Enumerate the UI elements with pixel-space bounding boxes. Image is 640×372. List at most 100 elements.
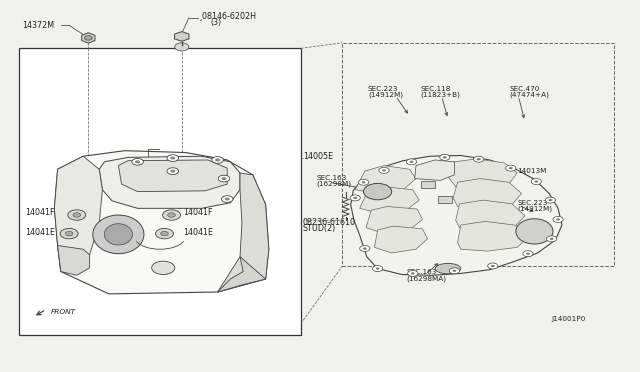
Polygon shape bbox=[118, 160, 227, 192]
Polygon shape bbox=[104, 224, 132, 245]
Circle shape bbox=[68, 210, 86, 220]
Circle shape bbox=[363, 247, 367, 250]
Circle shape bbox=[488, 263, 498, 269]
Circle shape bbox=[410, 161, 413, 163]
Circle shape bbox=[350, 195, 360, 201]
Circle shape bbox=[132, 158, 143, 165]
Circle shape bbox=[406, 159, 417, 165]
Polygon shape bbox=[415, 160, 454, 180]
Text: FRONT: FRONT bbox=[51, 310, 76, 315]
Text: (3): (3) bbox=[210, 18, 221, 27]
Bar bbox=[421, 181, 435, 188]
Text: 08236-61610: 08236-61610 bbox=[303, 218, 356, 227]
Circle shape bbox=[170, 157, 175, 160]
Circle shape bbox=[534, 180, 538, 183]
Circle shape bbox=[509, 167, 513, 169]
Circle shape bbox=[167, 168, 179, 174]
Polygon shape bbox=[218, 173, 269, 292]
Polygon shape bbox=[54, 151, 269, 294]
Circle shape bbox=[65, 231, 73, 236]
Bar bbox=[438, 196, 452, 203]
Polygon shape bbox=[351, 155, 562, 275]
Circle shape bbox=[449, 268, 460, 274]
Polygon shape bbox=[456, 200, 525, 230]
Bar bbox=[342, 43, 614, 266]
Circle shape bbox=[411, 272, 415, 275]
Circle shape bbox=[376, 267, 380, 270]
Text: (16298MA): (16298MA) bbox=[406, 275, 447, 282]
Circle shape bbox=[175, 43, 189, 51]
Circle shape bbox=[218, 175, 230, 182]
Circle shape bbox=[491, 265, 495, 267]
Circle shape bbox=[408, 270, 418, 276]
Circle shape bbox=[212, 157, 223, 163]
Polygon shape bbox=[82, 33, 95, 43]
Circle shape bbox=[360, 246, 370, 251]
Circle shape bbox=[161, 231, 168, 236]
Circle shape bbox=[548, 199, 552, 201]
Text: 14041E: 14041E bbox=[26, 228, 56, 237]
Text: STUD(2): STUD(2) bbox=[303, 224, 336, 233]
Text: (11823+B): (11823+B) bbox=[420, 92, 460, 98]
Circle shape bbox=[73, 213, 81, 217]
Text: SEC.163: SEC.163 bbox=[406, 269, 436, 275]
Polygon shape bbox=[366, 206, 422, 234]
Polygon shape bbox=[458, 221, 528, 251]
Polygon shape bbox=[355, 166, 416, 194]
Circle shape bbox=[168, 213, 175, 217]
Circle shape bbox=[60, 228, 78, 239]
Circle shape bbox=[531, 179, 541, 185]
Circle shape bbox=[477, 158, 481, 160]
Text: 14041F: 14041F bbox=[183, 208, 212, 217]
Text: (47474+A): (47474+A) bbox=[509, 92, 549, 98]
Circle shape bbox=[440, 154, 450, 160]
Bar bbox=[19, 48, 301, 335]
Circle shape bbox=[362, 181, 365, 183]
Polygon shape bbox=[453, 179, 522, 208]
Text: ¸08146-6202H: ¸08146-6202H bbox=[198, 11, 257, 20]
Circle shape bbox=[215, 158, 220, 161]
Polygon shape bbox=[99, 156, 240, 208]
Polygon shape bbox=[448, 159, 517, 188]
Text: J14001P0: J14001P0 bbox=[552, 316, 586, 322]
Circle shape bbox=[379, 167, 389, 173]
Circle shape bbox=[545, 197, 556, 203]
Circle shape bbox=[358, 179, 369, 185]
Polygon shape bbox=[54, 156, 102, 272]
Text: SEC.118: SEC.118 bbox=[420, 86, 451, 92]
Circle shape bbox=[523, 251, 533, 257]
Circle shape bbox=[556, 218, 560, 221]
Circle shape bbox=[353, 197, 357, 199]
Circle shape bbox=[84, 36, 92, 40]
Text: 14005E: 14005E bbox=[303, 152, 333, 161]
Circle shape bbox=[372, 266, 383, 272]
Circle shape bbox=[550, 238, 554, 240]
Polygon shape bbox=[218, 257, 266, 292]
Text: (14912M): (14912M) bbox=[517, 205, 552, 212]
Text: 14013M: 14013M bbox=[517, 168, 547, 174]
Polygon shape bbox=[93, 215, 144, 254]
Circle shape bbox=[474, 156, 484, 162]
Text: SEC.223: SEC.223 bbox=[517, 200, 547, 206]
Circle shape bbox=[382, 169, 386, 171]
Circle shape bbox=[526, 253, 530, 255]
Circle shape bbox=[156, 228, 173, 239]
Circle shape bbox=[225, 198, 230, 201]
Circle shape bbox=[452, 270, 456, 272]
Ellipse shape bbox=[516, 219, 553, 244]
Circle shape bbox=[170, 170, 175, 173]
Ellipse shape bbox=[435, 263, 461, 274]
Polygon shape bbox=[58, 246, 90, 275]
Circle shape bbox=[506, 165, 516, 171]
Polygon shape bbox=[175, 32, 189, 41]
Text: SEC.223: SEC.223 bbox=[368, 86, 398, 92]
Circle shape bbox=[167, 155, 179, 161]
Circle shape bbox=[443, 156, 447, 158]
Text: SEC.470: SEC.470 bbox=[509, 86, 540, 92]
Polygon shape bbox=[360, 187, 419, 214]
Circle shape bbox=[364, 183, 392, 200]
Circle shape bbox=[152, 261, 175, 275]
Text: SEC.163: SEC.163 bbox=[316, 175, 346, 181]
Circle shape bbox=[221, 177, 227, 180]
Polygon shape bbox=[374, 226, 428, 253]
